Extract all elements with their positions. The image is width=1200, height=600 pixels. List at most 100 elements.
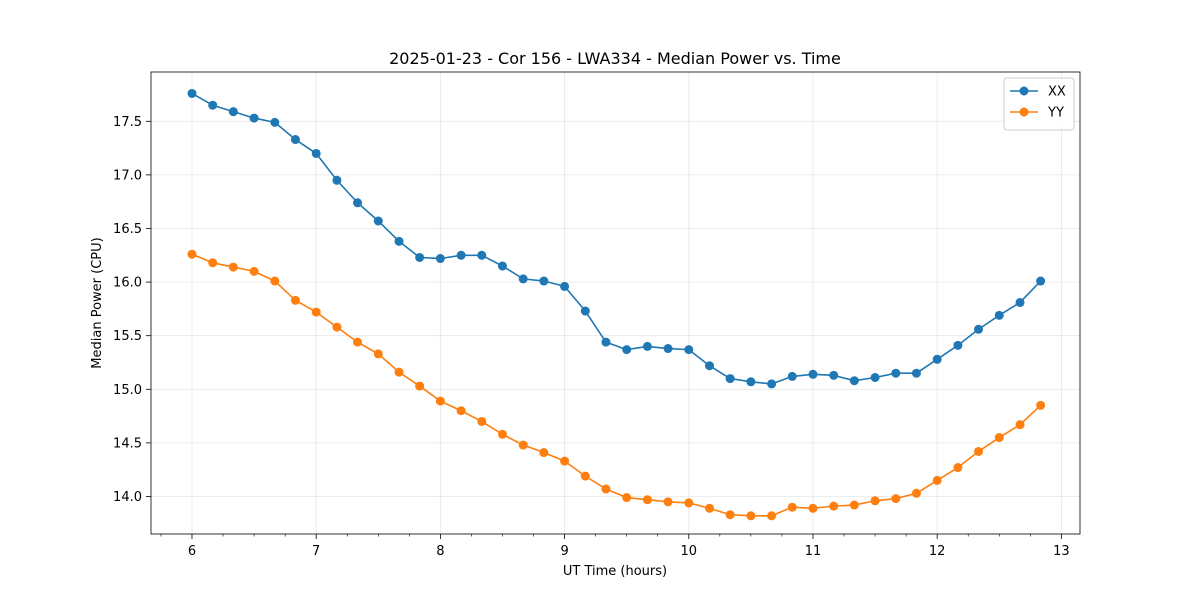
data-point-yy [311,307,321,317]
axes: 6 7 8 9 10 11 12 13 14.0 14.5 15.0 15.5 16.0 16.5 17.0… [113,71,1081,559]
data-point-xx [1036,276,1046,286]
x-tick-label: 11 [805,544,822,559]
data-point-xx [456,250,466,260]
data-point-yy [953,463,963,473]
data-point-yy [290,295,300,305]
data-point-yy [497,429,507,439]
data-point-xx [332,175,342,185]
data-point-xx [932,354,942,364]
data-point-yy [994,433,1004,443]
data-point-xx [311,148,321,158]
data-point-xx [435,254,445,264]
x-tick-label: 6 [188,544,196,559]
x-tick-label: 10 [681,544,698,559]
data-point-yy [663,497,673,507]
data-point-xx [518,274,528,284]
plot-frame [150,71,1081,535]
x-tick-label: 8 [436,544,444,559]
legend-marker-yy [1019,107,1029,117]
data-point-yy [911,488,921,498]
data-point-yy [974,446,984,456]
data-point-xx [208,100,218,110]
data-point-xx [829,370,839,380]
data-point-xx [911,368,921,378]
data-point-xx [725,374,735,384]
data-point-yy [560,456,570,466]
data-point-yy [767,511,777,521]
data-point-xx [705,361,715,371]
data-point-xx [891,368,901,378]
data-point-yy [249,266,259,276]
data-point-xx [974,324,984,334]
data-point-xx [663,344,673,354]
data-point-xx [394,236,404,246]
data-point-yy [518,440,528,450]
data-point-yy [725,510,735,520]
data-point-yy [477,416,487,426]
data-point-yy [353,337,363,347]
data-point-yy [373,349,383,359]
data-point-yy [829,501,839,511]
data-point-xx [187,88,197,98]
data-point-xx [290,135,300,145]
data-point-yy [932,475,942,485]
data-point-xx [539,276,549,286]
data-point-yy [435,396,445,406]
y-axis-label: Median Power (CPU) [90,237,105,368]
y-tick-label: 15.0 [113,383,142,398]
data-point-xx [849,376,859,386]
data-point-yy [787,502,797,512]
data-point-yy [870,496,880,506]
data-point-yy [849,500,859,510]
data-point-yy [746,511,756,521]
data-point-xx [497,261,507,271]
data-point-yy [187,249,197,259]
x-tick-label: 9 [560,544,568,559]
y-tick-label: 16.0 [113,276,142,291]
data-point-yy [891,494,901,504]
y-tick-label: 14.0 [113,490,142,505]
data-point-yy [642,495,652,505]
series-layer [187,88,1046,521]
chart-title: 2025-01-23 - Cor 156 - LWA334 - Median P… [389,49,841,68]
data-point-yy [332,322,342,332]
data-point-yy [415,381,425,391]
data-point-yy [394,367,404,377]
data-point-yy [208,258,218,268]
data-point-yy [808,503,818,513]
data-point-yy [456,406,466,416]
data-point-yy [622,493,632,503]
data-point-xx [353,198,363,208]
y-tick-label: 16.5 [113,222,142,237]
grid-lines [151,72,1080,534]
data-point-xx [808,369,818,379]
data-point-xx [1015,297,1025,307]
legend-label-yy: YY [1047,106,1064,121]
data-point-xx [622,345,632,355]
y-tick-label: 17.5 [113,115,142,130]
data-point-yy [270,276,280,286]
y-tick-label: 17.0 [113,168,142,183]
data-point-xx [767,379,777,389]
data-point-xx [373,216,383,226]
x-axis-label: UT Time (hours) [563,564,667,579]
data-point-xx [787,371,797,381]
data-point-xx [560,281,570,291]
data-point-xx [994,310,1004,320]
data-point-xx [415,252,425,262]
data-point-yy [684,498,694,508]
legend-label-xx: XX [1048,85,1066,100]
y-tick-label: 14.5 [113,436,142,451]
data-point-xx [870,372,880,382]
data-point-yy [705,503,715,513]
data-point-xx [249,113,259,123]
data-point-yy [1015,420,1025,430]
data-point-xx [746,377,756,387]
data-point-xx [270,117,280,127]
data-point-xx [684,345,694,355]
x-tick-label: 7 [312,544,320,559]
data-point-yy [1036,400,1046,410]
data-point-yy [228,262,238,272]
